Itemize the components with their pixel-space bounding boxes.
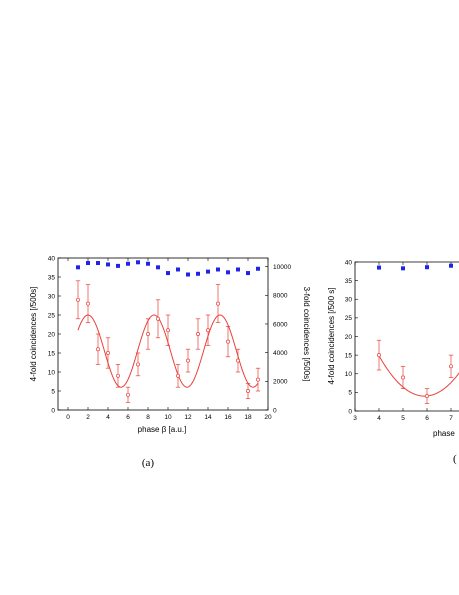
x-tick-label-a: 14 bbox=[204, 414, 212, 421]
x-tick-label-a: 4 bbox=[106, 414, 110, 421]
x-tick-label-a: 12 bbox=[184, 414, 192, 421]
y-tick-label-right-a: 6000 bbox=[273, 321, 288, 328]
y-tick-label-left-a: 20 bbox=[48, 331, 56, 338]
data-point-3fold-a bbox=[256, 266, 260, 271]
y-tick-label-left-a: 25 bbox=[48, 312, 56, 319]
data-point-4fold-b bbox=[449, 364, 453, 369]
y-tick-label-right-a: 2000 bbox=[273, 379, 288, 386]
y-tick-label-b: 5 bbox=[348, 390, 352, 397]
plot-frame-a bbox=[57, 257, 269, 411]
data-point-4fold-b bbox=[377, 353, 381, 358]
x-tick-label-a: 18 bbox=[244, 414, 252, 421]
data-point-3fold-a bbox=[126, 261, 130, 266]
data-point-4fold-a bbox=[106, 351, 110, 355]
data-point-3fold-a bbox=[236, 267, 240, 272]
data-point-3fold-a bbox=[146, 261, 150, 266]
y-tick-label-left-a: 0 bbox=[51, 407, 55, 414]
y-tick-label-left-a: 15 bbox=[48, 350, 56, 357]
x-tick-label-a: 0 bbox=[66, 414, 70, 421]
data-point-4fold-a bbox=[166, 328, 170, 333]
y-tick-label-b: 25 bbox=[345, 315, 353, 322]
data-point-3fold-a bbox=[86, 261, 90, 266]
data-point-3fold-b bbox=[401, 266, 405, 271]
y-tick-label-left-a: 30 bbox=[48, 293, 56, 300]
y-tick-label-right-a: 10000 bbox=[273, 264, 291, 271]
data-point-3fold-a bbox=[156, 265, 160, 270]
data-point-4fold-a bbox=[96, 347, 100, 352]
y-tick-label-b: 40 bbox=[345, 259, 353, 266]
x-tick-label-b: 4 bbox=[377, 415, 381, 422]
data-point-3fold-b bbox=[425, 265, 429, 270]
data-point-4fold-a bbox=[206, 328, 210, 333]
y-tick-label-b: 20 bbox=[345, 334, 353, 341]
y-tick-label-b: 15 bbox=[345, 352, 353, 359]
data-point-4fold-b bbox=[401, 375, 405, 380]
data-point-3fold-a bbox=[106, 262, 110, 267]
data-point-4fold-a bbox=[76, 297, 80, 302]
y-tick-label-b: 10 bbox=[345, 371, 353, 378]
x-tick-label-b: 7 bbox=[449, 415, 453, 422]
data-point-3fold-b bbox=[449, 263, 453, 268]
data-point-3fold-a bbox=[216, 267, 220, 272]
panel-label-b: ( bbox=[453, 453, 457, 465]
y-tick-label-right-a: 4000 bbox=[273, 350, 288, 357]
chart-panel-b: 3 4 5 6 7 0 5 10 15 20 25 30 35 40 phase 4-fold coinc… bbox=[327, 259, 459, 465]
data-point-3fold-a bbox=[136, 260, 140, 265]
data-point-3fold-a bbox=[176, 267, 180, 272]
data-point-4fold-a bbox=[236, 358, 240, 363]
y-tick-label-left-a: 10 bbox=[48, 369, 56, 376]
y-tick-label-left-a: 40 bbox=[48, 255, 56, 262]
data-point-3fold-a bbox=[116, 263, 120, 268]
fit-curve-b bbox=[378, 355, 459, 397]
x-tick-label-a: 6 bbox=[126, 414, 130, 421]
x-axis-label-a: phase β [a.u.] bbox=[138, 425, 187, 434]
data-point-3fold-a bbox=[226, 270, 230, 275]
data-point-3fold-a bbox=[186, 272, 190, 277]
y-tick-label-right-a: 8000 bbox=[273, 293, 288, 300]
y-tick-label-b: 35 bbox=[345, 278, 353, 285]
panel-label-a: (a) bbox=[142, 457, 155, 469]
data-point-4fold-a bbox=[216, 301, 220, 306]
data-point-4fold-a bbox=[126, 392, 130, 397]
chart-panel-a: 0 2 4 6 8 10 12 14 16 18 2005101520253035400200040… bbox=[29, 255, 311, 469]
data-point-4fold-a bbox=[156, 316, 160, 321]
y-axis-label-right-a: 3-fold coincidences [/500s] bbox=[302, 287, 311, 382]
y-tick-label-left-a: 35 bbox=[48, 274, 56, 281]
data-point-4fold-a bbox=[146, 332, 150, 336]
data-point-4fold-a bbox=[116, 373, 120, 378]
data-point-4fold-a bbox=[196, 332, 200, 336]
x-tick-label-a: 10 bbox=[164, 414, 172, 421]
x-tick-label-b: 5 bbox=[401, 415, 405, 422]
data-point-4fold-a bbox=[256, 377, 260, 382]
x-tick-label-b: 6 bbox=[425, 415, 429, 422]
data-point-4fold-a bbox=[246, 389, 250, 393]
y-tick-label-b: 30 bbox=[345, 297, 353, 304]
data-point-3fold-a bbox=[206, 269, 210, 274]
x-tick-label-a: 16 bbox=[224, 414, 232, 421]
y-tick-label-b: 0 bbox=[348, 408, 352, 415]
x-tick-label-a: 20 bbox=[264, 414, 272, 421]
data-point-4fold-b bbox=[425, 394, 429, 399]
data-point-4fold-a bbox=[186, 358, 190, 363]
x-axis-label-b: phase bbox=[433, 429, 455, 438]
data-point-3fold-a bbox=[166, 271, 170, 276]
data-point-3fold-a bbox=[246, 271, 250, 276]
data-point-4fold-a bbox=[176, 373, 180, 378]
data-point-3fold-a bbox=[196, 271, 200, 276]
x-tick-label-a: 8 bbox=[146, 414, 150, 421]
data-point-3fold-a bbox=[96, 261, 100, 266]
y-tick-label-right-a: 0 bbox=[273, 407, 277, 414]
data-point-4fold-a bbox=[86, 301, 90, 306]
data-point-3fold-a bbox=[76, 265, 80, 270]
y-tick-label-left-a: 5 bbox=[51, 388, 55, 395]
y-axis-label-b: 4-fold coincidences [/500 s] bbox=[327, 288, 336, 385]
y-axis-label-left-a: 4-fold coincidences [/500s] bbox=[29, 287, 38, 382]
data-point-4fold-a bbox=[136, 362, 140, 367]
data-point-4fold-a bbox=[226, 339, 230, 344]
x-tick-label-b: 3 bbox=[353, 415, 357, 422]
data-point-3fold-b bbox=[377, 265, 381, 270]
x-tick-label-a: 2 bbox=[86, 414, 90, 421]
